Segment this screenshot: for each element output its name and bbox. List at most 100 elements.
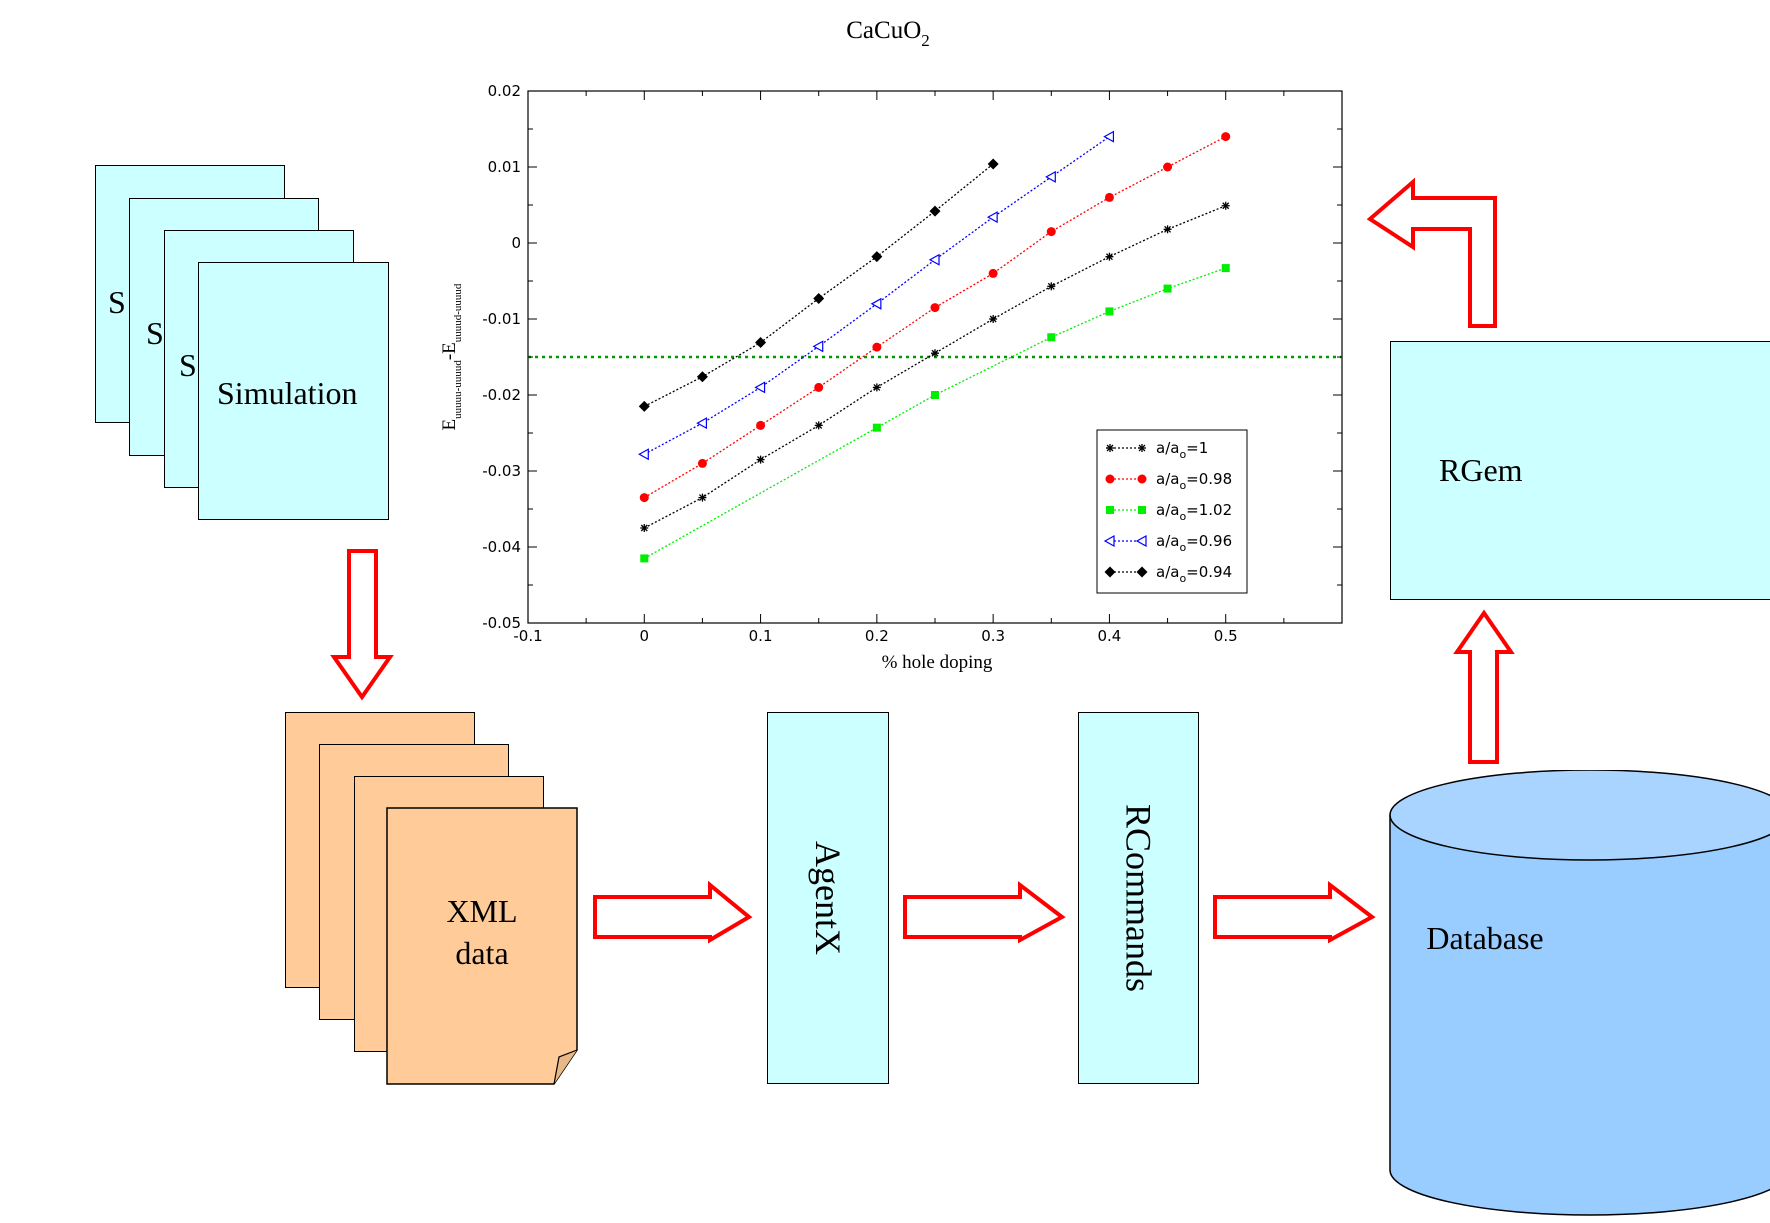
arrow-down-simulation-to-xml: [330, 549, 394, 701]
legend-label-4: a/ao=0.94: [1156, 563, 1232, 585]
legend-label-2: a/ao=1.02: [1156, 501, 1232, 523]
series-4-point: [638, 400, 650, 412]
legend-label-1: a/ao=0.98: [1156, 470, 1232, 492]
x-tick-label: 0.2: [865, 627, 889, 645]
legend: a/ao=1 a/ao=0.98 a/ao=1.02 a/ao=0.96 a/ao=0.…: [1096, 429, 1248, 594]
series-0-point: [872, 383, 881, 392]
series-2-point: [1221, 264, 1230, 273]
y-tick-label: 0: [511, 234, 521, 252]
simulation-doc-2-label: S: [146, 315, 164, 351]
arrow-up-database-to-rgem: [1453, 609, 1515, 764]
simulation-doc-1-label: S: [108, 284, 126, 320]
rcommands-label: RCommands: [1118, 803, 1159, 992]
legend-marker-0-end: [1138, 444, 1146, 452]
database-cylinder: [1389, 770, 1770, 1216]
series-2-point: [1105, 307, 1114, 316]
y-tick-label: -0.01: [482, 310, 521, 328]
xml-data-label: XML data: [446, 893, 518, 971]
series-3-point: [986, 211, 998, 224]
legend-marker-4-end: [1136, 566, 1148, 578]
series-2-point: [872, 423, 881, 432]
agentx-label: AgentX: [808, 841, 848, 955]
series-1-point: [930, 303, 940, 313]
series-3-point: [754, 381, 766, 394]
legend-marker-2-end: [1138, 506, 1146, 514]
legend-label-3: a/ao=0.96: [1156, 532, 1232, 554]
series-1-point: [814, 382, 824, 392]
series-0-point: [1221, 201, 1230, 210]
series-4-point: [871, 251, 883, 263]
series-4-point: [813, 292, 825, 304]
series-1-point: [1046, 227, 1056, 237]
series-2-point: [1163, 284, 1172, 293]
series-1-point: [1104, 192, 1114, 202]
series-1-point: [697, 458, 707, 468]
series-0-point: [698, 493, 707, 502]
series-1-point: [988, 268, 998, 278]
series-3-point: [1045, 170, 1056, 183]
xml-doc-front: [386, 807, 578, 1085]
series-0-point: [756, 455, 765, 464]
legend-marker-1-end: [1137, 474, 1147, 484]
rgem-label: RGem: [1439, 452, 1523, 488]
legend-marker-1: [1105, 474, 1115, 484]
x-axis-label: % hole doping: [882, 652, 993, 673]
series-1-point: [872, 342, 882, 352]
legend-label-0: a/ao=1: [1156, 439, 1208, 461]
chart-title: CaCuO2: [846, 17, 930, 50]
series-1-point: [1221, 132, 1231, 142]
series-0-point: [1105, 252, 1114, 261]
legend-marker-4: [1104, 566, 1116, 578]
series-2-point: [931, 391, 939, 399]
legend-marker-2: [1106, 506, 1114, 514]
x-tick-label: 0.1: [749, 627, 773, 645]
x-tick-label: 0.5: [1214, 627, 1238, 645]
series-line-0: [643, 205, 1226, 529]
series-0-point: [989, 315, 998, 323]
y-axis-label: Euuuuu-uuuud-Euuuud-uuuud: [439, 283, 464, 430]
series-4-point: [755, 337, 767, 349]
series-0-point: [1047, 282, 1056, 291]
series-2-point: [640, 554, 649, 563]
series-2-point: [1047, 333, 1056, 342]
series-4-point: [696, 371, 708, 383]
y-tick-label: 0.02: [488, 82, 521, 100]
arrow-right-agentx-to-rcommands: [903, 880, 1066, 944]
series-1-point: [1163, 162, 1173, 172]
series-3-point: [870, 297, 882, 310]
series-line-1: [643, 136, 1227, 499]
series-0-point: [1163, 225, 1172, 234]
rcommands-box: RCommands: [1078, 712, 1199, 1084]
y-tick-label: -0.05: [482, 614, 521, 632]
arrow-right-xml-to-agentx: [593, 880, 753, 944]
legend-marker-3-end: [1135, 534, 1147, 548]
series-1-point: [756, 420, 766, 430]
agentx-box: AgentX: [767, 712, 889, 1084]
rgem-box: RGem: [1390, 341, 1770, 600]
simulation-doc-4-label: Simulation: [217, 375, 358, 411]
x-tick-label: 0.4: [1097, 627, 1121, 645]
series-0-point: [931, 349, 939, 358]
database-label: Database: [1426, 920, 1544, 956]
series-4-point: [929, 205, 941, 217]
series-1-point: [639, 493, 649, 503]
simulation-doc-3-label: S: [179, 347, 197, 383]
series-3-point: [812, 340, 824, 353]
legend-marker-3: [1103, 534, 1115, 548]
legend-marker-0: [1106, 444, 1114, 452]
series-3-point: [638, 448, 649, 461]
y-tick-label: 0.01: [488, 158, 521, 176]
series-3-point: [1103, 130, 1115, 143]
series-4-point: [987, 158, 999, 170]
series-3-point: [696, 417, 708, 430]
y-tick-label: -0.02: [482, 386, 521, 404]
series-0-point: [640, 524, 649, 532]
arrow-bent-rgem-to-chart: [1366, 177, 1497, 328]
y-tick-label: -0.03: [482, 462, 521, 480]
y-tick-label: -0.04: [482, 538, 521, 556]
simulation-doc-4: Simulation: [198, 262, 389, 520]
arrow-right-rcommands-to-database: [1213, 880, 1376, 944]
x-tick-label: 0.3: [981, 627, 1005, 645]
